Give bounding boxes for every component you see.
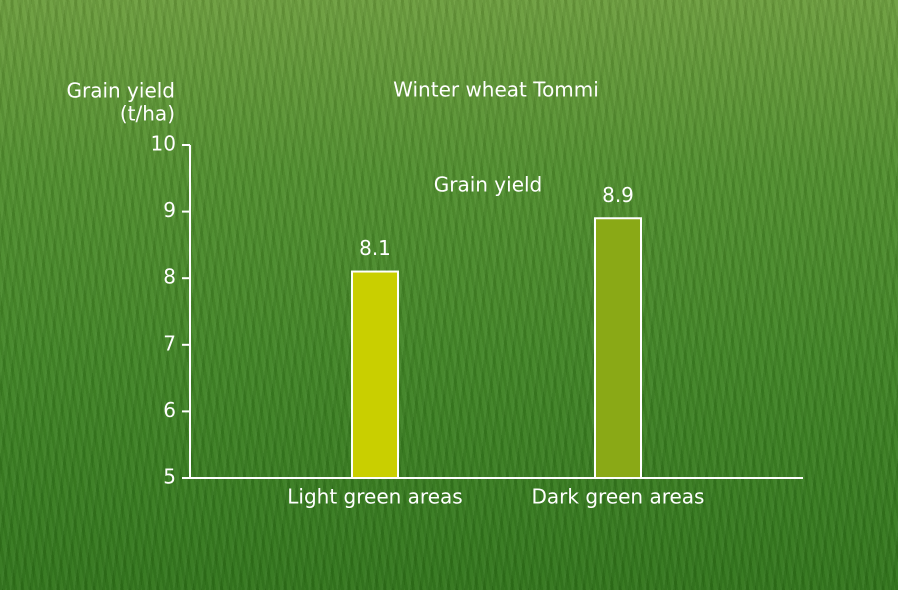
y-tick-label: 10 [151, 132, 176, 156]
y-axis-label: Grain yield [66, 79, 175, 103]
y-tick-label: 7 [163, 331, 176, 355]
y-axis-unit: (t/ha) [120, 102, 175, 126]
y-tick-label: 6 [163, 398, 176, 422]
y-tick-label: 8 [163, 265, 176, 289]
value-label: 8.1 [359, 236, 391, 260]
x-tick-label: Light green areas [287, 485, 462, 509]
value-label: 8.9 [602, 183, 634, 207]
y-tick-label: 9 [163, 198, 176, 222]
y-tick-label: 5 [163, 465, 176, 489]
annotation: Grain yield [434, 173, 543, 197]
bar [351, 270, 399, 480]
x-tick-label: Dark green areas [532, 485, 705, 509]
chart-title: Winter wheat Tommi [393, 78, 599, 102]
bar [594, 217, 642, 479]
